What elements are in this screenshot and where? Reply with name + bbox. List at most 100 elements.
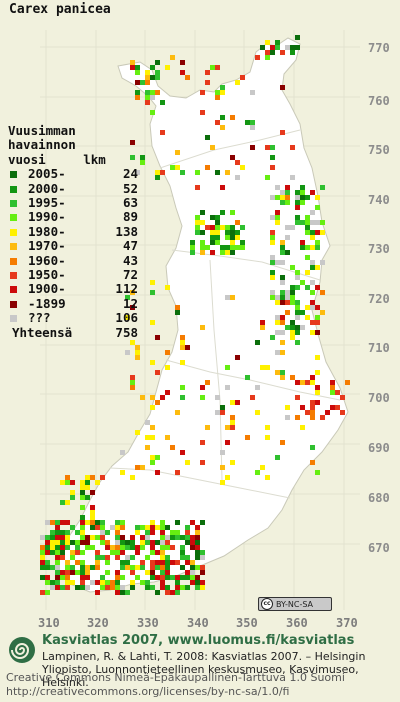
observation-cell bbox=[175, 305, 180, 310]
observation-cell bbox=[145, 435, 150, 440]
observation-cell bbox=[310, 320, 315, 325]
observation-cell bbox=[275, 330, 280, 335]
y-label-730: 730 bbox=[368, 242, 390, 256]
observation-cell bbox=[65, 540, 70, 545]
observation-cell bbox=[305, 410, 310, 415]
observation-cell bbox=[280, 350, 285, 355]
observation-cell bbox=[125, 560, 130, 565]
legend-swatch bbox=[10, 228, 17, 236]
observation-cell bbox=[295, 205, 300, 210]
observation-cell bbox=[235, 220, 240, 225]
observation-cell bbox=[85, 520, 90, 525]
observation-cell bbox=[40, 565, 45, 570]
observation-cell bbox=[280, 200, 285, 205]
observation-cell bbox=[175, 150, 180, 155]
observation-cell bbox=[70, 540, 75, 545]
legend-total-count: 758 bbox=[115, 324, 138, 340]
observation-cell bbox=[45, 580, 50, 585]
observation-cell bbox=[195, 585, 200, 590]
observation-cell bbox=[175, 590, 180, 595]
observation-cell bbox=[70, 555, 75, 560]
observation-cell bbox=[65, 530, 70, 535]
x-label-360: 360 bbox=[286, 616, 308, 630]
observation-cell bbox=[60, 540, 65, 545]
legend-swatch bbox=[10, 315, 17, 323]
cc-license-badge[interactable]: cc BY-NC-SA bbox=[258, 597, 332, 611]
observation-cell bbox=[235, 80, 240, 85]
observation-cell bbox=[245, 435, 250, 440]
observation-cell bbox=[145, 420, 150, 425]
observation-cell bbox=[60, 585, 65, 590]
observation-cell bbox=[280, 315, 285, 320]
observation-cell bbox=[190, 580, 195, 585]
observation-cell bbox=[135, 465, 140, 470]
observation-cell bbox=[265, 435, 270, 440]
observation-cell bbox=[275, 300, 280, 305]
observation-cell bbox=[300, 240, 305, 245]
observation-cell bbox=[115, 540, 120, 545]
observation-cell bbox=[110, 585, 115, 590]
observation-cell bbox=[140, 465, 145, 470]
legend-total-label: Yhteensä bbox=[12, 324, 73, 340]
observation-cell bbox=[160, 170, 165, 175]
observation-cell bbox=[45, 575, 50, 580]
observation-cell bbox=[200, 565, 205, 570]
observation-cell bbox=[310, 415, 315, 420]
observation-cell bbox=[330, 405, 335, 410]
observation-cell bbox=[155, 550, 160, 555]
observation-cell bbox=[220, 250, 225, 255]
observation-cell bbox=[225, 440, 230, 445]
observation-cell bbox=[230, 295, 235, 300]
observation-cell bbox=[230, 250, 235, 255]
observation-cell bbox=[165, 590, 170, 595]
observation-cell bbox=[165, 525, 170, 530]
observation-cell bbox=[260, 325, 265, 330]
observation-cell bbox=[205, 425, 210, 430]
observation-cell bbox=[305, 305, 310, 310]
observation-cell bbox=[230, 210, 235, 215]
observation-cell bbox=[150, 395, 155, 400]
observation-cell bbox=[115, 570, 120, 575]
observation-cell bbox=[80, 490, 85, 495]
observation-cell bbox=[130, 545, 135, 550]
observation-cell bbox=[280, 275, 285, 280]
observation-cell bbox=[265, 145, 270, 150]
observation-cell bbox=[95, 480, 100, 485]
observation-cell bbox=[120, 525, 125, 530]
observation-cell bbox=[260, 45, 265, 50]
observation-cell bbox=[195, 530, 200, 535]
observation-cell bbox=[185, 575, 190, 580]
observation-cell bbox=[275, 320, 280, 325]
cc-badge-text: BY-NC-SA bbox=[276, 599, 314, 609]
observation-cell bbox=[120, 590, 125, 595]
observation-cell bbox=[275, 295, 280, 300]
footer-title[interactable]: Kasviatlas 2007, www.luomus.fi/kasviatla… bbox=[42, 633, 355, 648]
observation-cell bbox=[200, 555, 205, 560]
observation-cell bbox=[155, 590, 160, 595]
observation-cell bbox=[115, 580, 120, 585]
observation-cell bbox=[115, 590, 120, 595]
observation-cell bbox=[130, 540, 135, 545]
observation-cell bbox=[195, 580, 200, 585]
footer-license: Creative Commons Nimeä-Epäkaupallinen-Ta… bbox=[6, 671, 345, 699]
observation-cell bbox=[185, 75, 190, 80]
y-label-750: 750 bbox=[368, 143, 390, 157]
observation-cell bbox=[55, 580, 60, 585]
observation-cell bbox=[55, 570, 60, 575]
observation-cell bbox=[150, 435, 155, 440]
observation-cell bbox=[160, 550, 165, 555]
observation-cell bbox=[290, 225, 295, 230]
observation-cell bbox=[270, 45, 275, 50]
license-line-2[interactable]: http://creativecommons.org/licenses/by-n… bbox=[6, 685, 290, 698]
observation-cell bbox=[100, 555, 105, 560]
observation-cell bbox=[260, 365, 265, 370]
observation-cell bbox=[195, 535, 200, 540]
observation-cell bbox=[45, 545, 50, 550]
observation-cell bbox=[330, 380, 335, 385]
observation-cell bbox=[135, 65, 140, 70]
observation-cell bbox=[150, 460, 155, 465]
observation-cell bbox=[55, 555, 60, 560]
observation-cell bbox=[165, 285, 170, 290]
observation-cell bbox=[315, 245, 320, 250]
observation-cell bbox=[135, 170, 140, 175]
